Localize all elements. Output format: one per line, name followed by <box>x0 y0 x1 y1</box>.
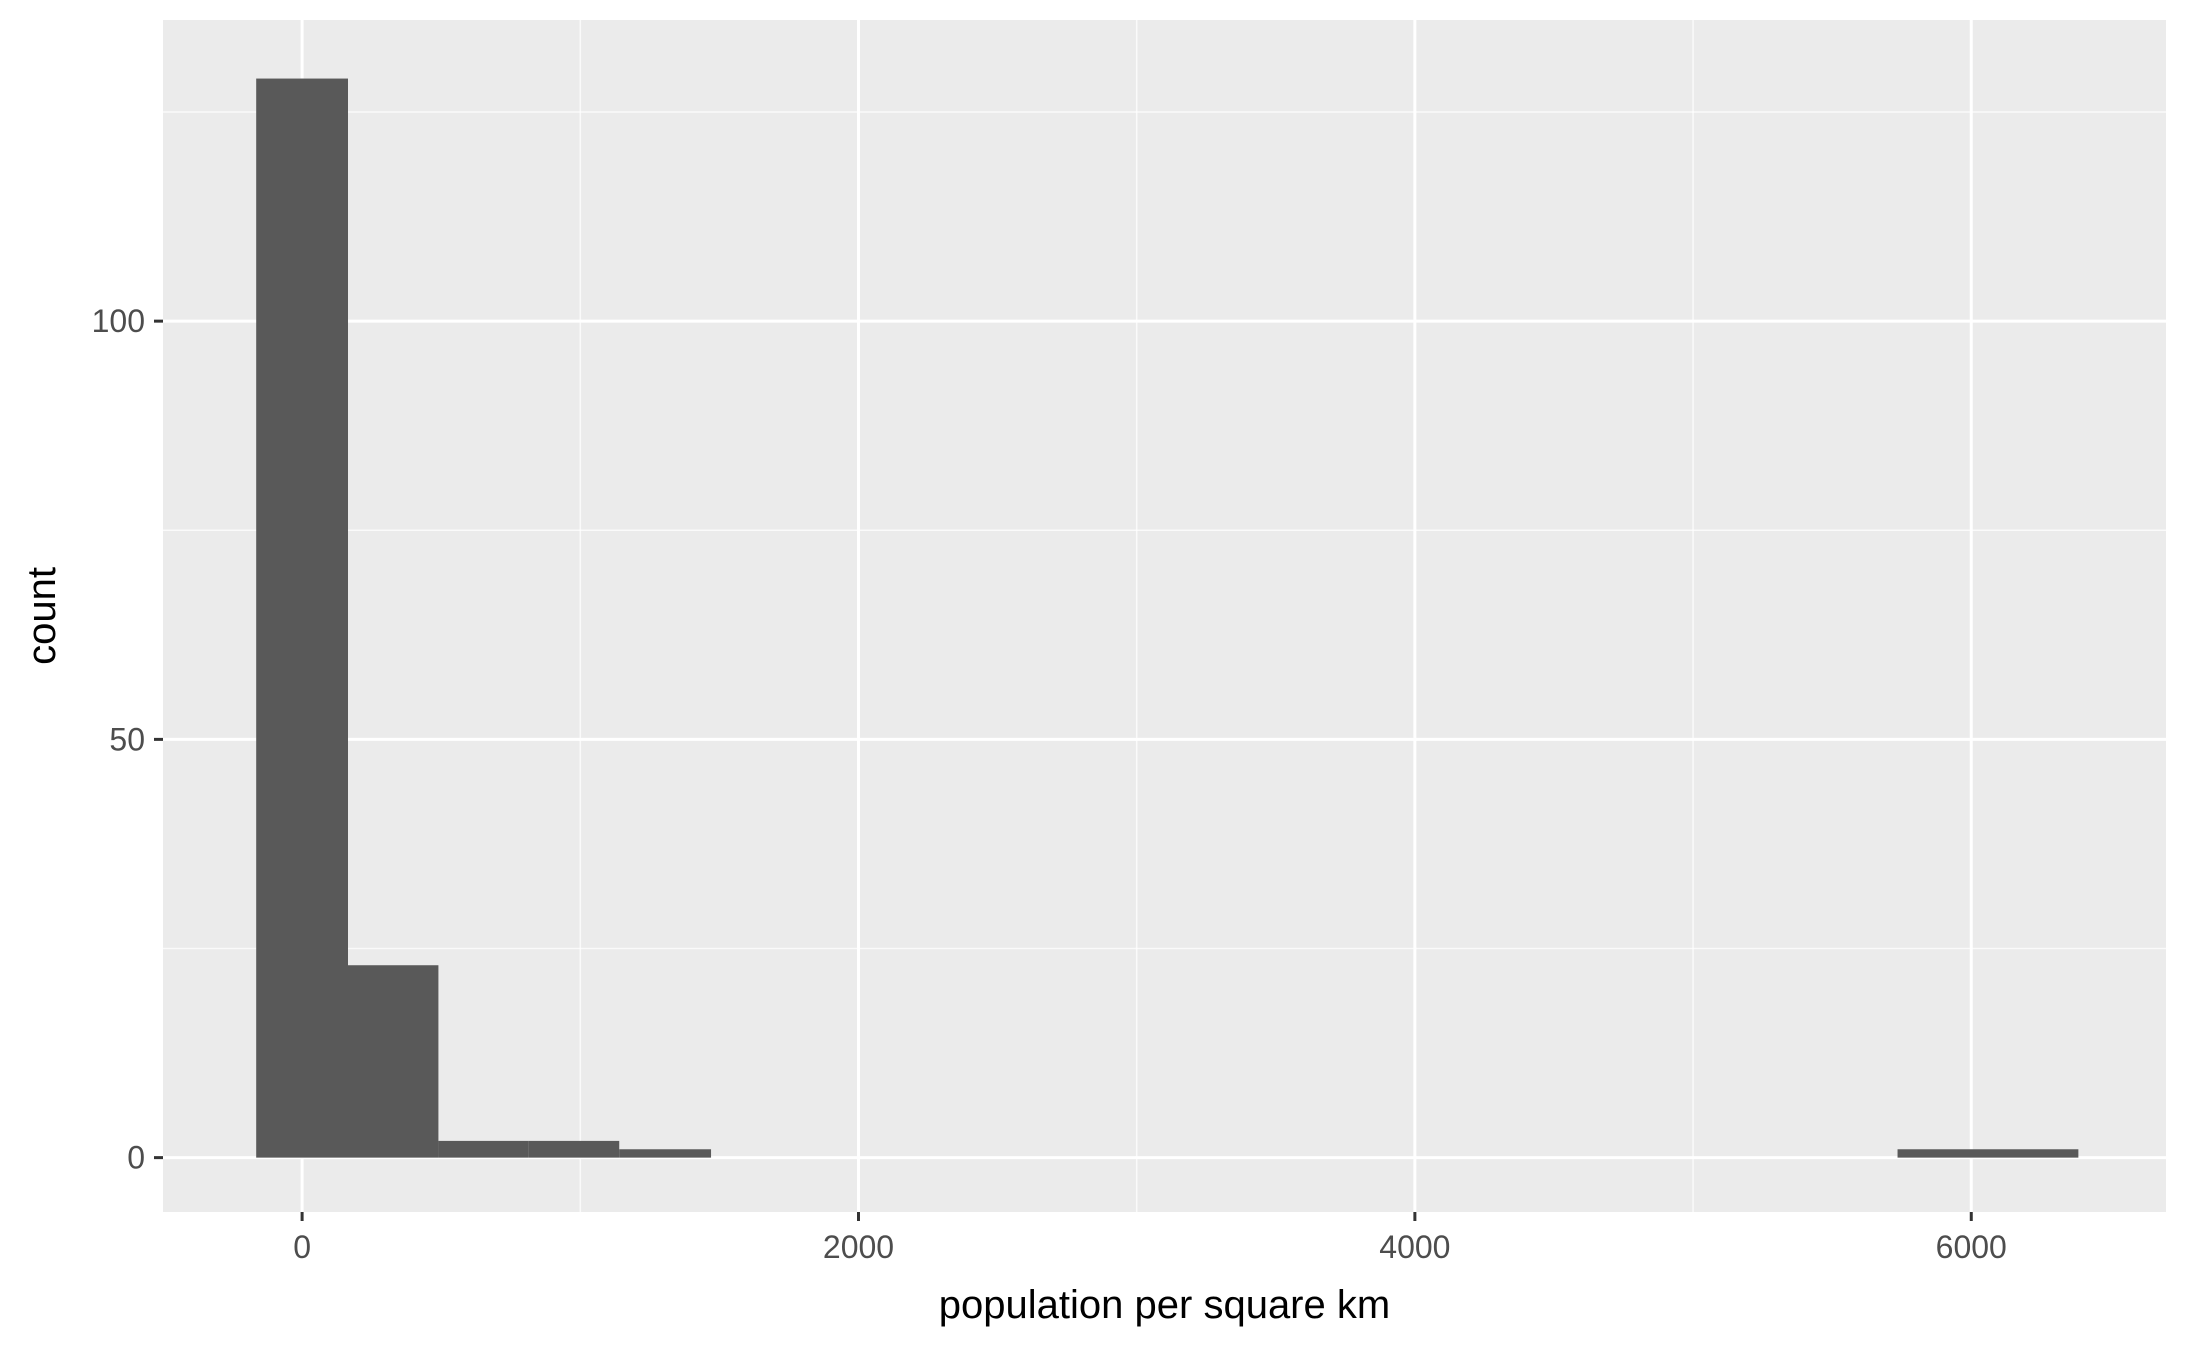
histogram-bar-4 <box>528 1140 620 1158</box>
y-tick-label: 50 <box>109 721 145 757</box>
x-tick-label: 6000 <box>1936 1229 2007 1265</box>
y-axis: 0 50 100 <box>92 303 163 1176</box>
histogram-bar-2 <box>347 965 439 1158</box>
minor-gridlines <box>163 20 2166 1212</box>
x-tick-label: 4000 <box>1379 1229 1450 1265</box>
histogram-bar-1 <box>256 78 348 1158</box>
x-tick-label: 2000 <box>823 1229 894 1265</box>
x-axis: 0 2000 4000 6000 <box>293 1212 2007 1265</box>
y-tick-label: 0 <box>127 1140 145 1176</box>
y-axis-title: count <box>20 567 64 665</box>
histogram-bar-3 <box>438 1140 529 1158</box>
y-tick-label: 100 <box>92 303 145 339</box>
x-tick-label: 0 <box>293 1229 311 1265</box>
histogram-bar-6 <box>1897 1149 2079 1158</box>
histogram-bars <box>256 78 2079 1158</box>
plot-panel <box>163 20 2166 1212</box>
x-axis-title: population per square km <box>939 1283 1390 1327</box>
histogram-bar-5 <box>619 1149 712 1158</box>
